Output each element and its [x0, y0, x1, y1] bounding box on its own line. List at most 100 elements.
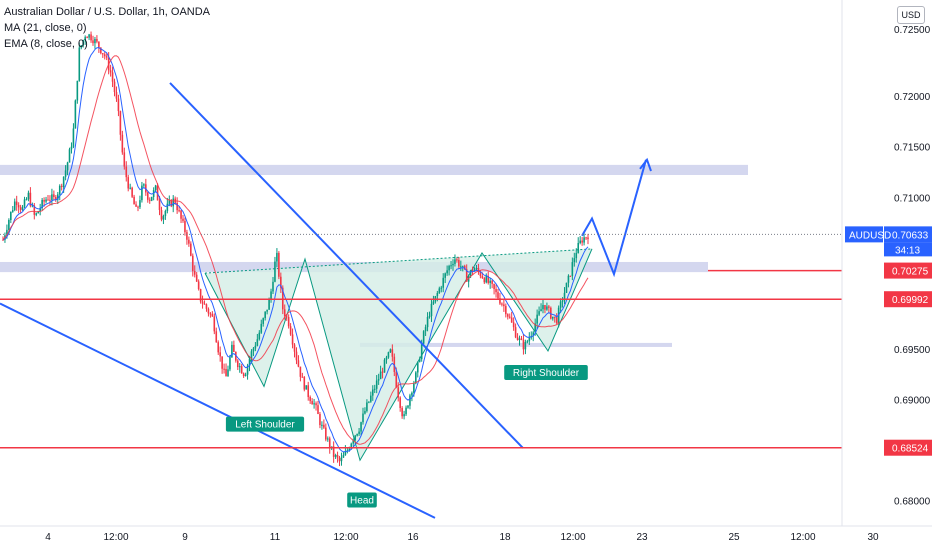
candle-body	[39, 208, 41, 212]
candle-body	[526, 341, 529, 343]
currency-button[interactable]: USD	[897, 6, 925, 24]
chart-legend: Australian Dollar / U.S. Dollar, 1h, OAN…	[4, 4, 210, 52]
candle-body	[111, 72, 114, 82]
candle-body	[37, 211, 40, 214]
candle-body	[301, 376, 304, 378]
candle-body	[21, 206, 24, 210]
candle-body	[536, 314, 538, 324]
candle-body	[413, 383, 415, 393]
candle-body	[291, 334, 294, 345]
pattern-outline	[204, 248, 593, 462]
candle-body	[289, 326, 292, 335]
candle-body	[497, 292, 499, 299]
candle-body	[148, 199, 151, 201]
candle-body	[514, 327, 517, 338]
candle-body	[389, 349, 392, 353]
price-tick-label: 0.71500	[894, 143, 931, 154]
candle-body	[524, 341, 527, 350]
candle-body	[407, 405, 409, 408]
candle-body	[426, 317, 429, 328]
candle-body	[82, 40, 85, 46]
candle-body	[270, 291, 272, 300]
candle-body	[571, 262, 574, 276]
candle-body	[326, 438, 329, 440]
time-tick-label: 9	[182, 532, 188, 543]
candle-body	[581, 240, 583, 243]
candle-body	[559, 301, 562, 308]
candle-body	[101, 53, 104, 55]
candle-body	[362, 413, 364, 423]
candle-body	[139, 200, 141, 208]
symbol-title: Australian Dollar / U.S. Dollar, 1h, OAN…	[4, 6, 211, 18]
candle-body	[233, 344, 235, 352]
candle-body	[381, 371, 384, 373]
candle-body	[178, 210, 180, 212]
channel-trendline	[169, 82, 524, 449]
projection-path	[581, 159, 647, 278]
time-tick-label: 25	[728, 532, 740, 543]
candle-body	[342, 455, 345, 458]
ma-legend: MA (21, close, 0)	[4, 22, 87, 34]
candle-body	[92, 40, 94, 44]
candle-body	[182, 218, 184, 221]
candle-body	[258, 332, 261, 340]
candle-body	[534, 323, 536, 333]
candle-body	[577, 242, 580, 254]
candle-body	[276, 252, 278, 262]
candle-body	[131, 187, 133, 197]
candle-body	[565, 282, 568, 293]
candle-body	[23, 199, 26, 207]
candle-body	[125, 166, 128, 178]
candle-body	[393, 356, 396, 372]
candle-body	[364, 411, 366, 414]
candle-body	[225, 368, 227, 377]
time-tick-label: 16	[407, 532, 419, 543]
right-shoulder-zone	[360, 342, 672, 347]
annotation-badge	[225, 416, 305, 432]
candle-body	[405, 407, 407, 415]
candle-body	[499, 298, 501, 304]
candle-body	[358, 431, 360, 434]
candle-body	[13, 201, 16, 211]
candle-body	[403, 414, 405, 417]
candle-body	[373, 388, 376, 390]
time-tick-label: 12:00	[333, 532, 358, 543]
candle-body	[137, 206, 139, 208]
candle-body	[356, 433, 358, 436]
candle-body	[456, 259, 458, 261]
candle-body	[411, 392, 413, 396]
price-badge	[884, 226, 932, 243]
candle-body	[360, 422, 362, 432]
candle-body	[162, 216, 165, 220]
candle-body	[428, 316, 431, 318]
horizontal-levels	[0, 233, 842, 449]
candle-body	[64, 170, 67, 177]
candle-body	[442, 277, 445, 288]
candle-body	[430, 303, 433, 317]
candle-body	[354, 435, 356, 441]
candle-body	[49, 199, 51, 201]
candle-body	[31, 205, 34, 207]
candle-body	[432, 301, 435, 304]
candle-body	[238, 366, 241, 368]
candle-body	[385, 357, 388, 360]
candle-body	[252, 348, 255, 352]
candle-body	[469, 270, 472, 277]
candle-body	[242, 373, 245, 376]
candle-body	[90, 34, 92, 41]
candle-body	[221, 356, 223, 369]
candle-body	[98, 41, 100, 48]
candle-body	[418, 359, 421, 362]
annotation-label: Right Shoulder	[513, 368, 580, 379]
candle-body	[248, 359, 251, 366]
candle-body	[458, 259, 460, 267]
candle-body	[489, 280, 491, 283]
candle-body	[561, 300, 564, 302]
candle-body	[483, 278, 486, 283]
candle-body	[446, 270, 448, 274]
candle-body	[6, 229, 8, 236]
candle-body	[25, 199, 28, 201]
price-badge-label: 0.70275	[892, 267, 929, 278]
candle-body	[55, 197, 57, 200]
